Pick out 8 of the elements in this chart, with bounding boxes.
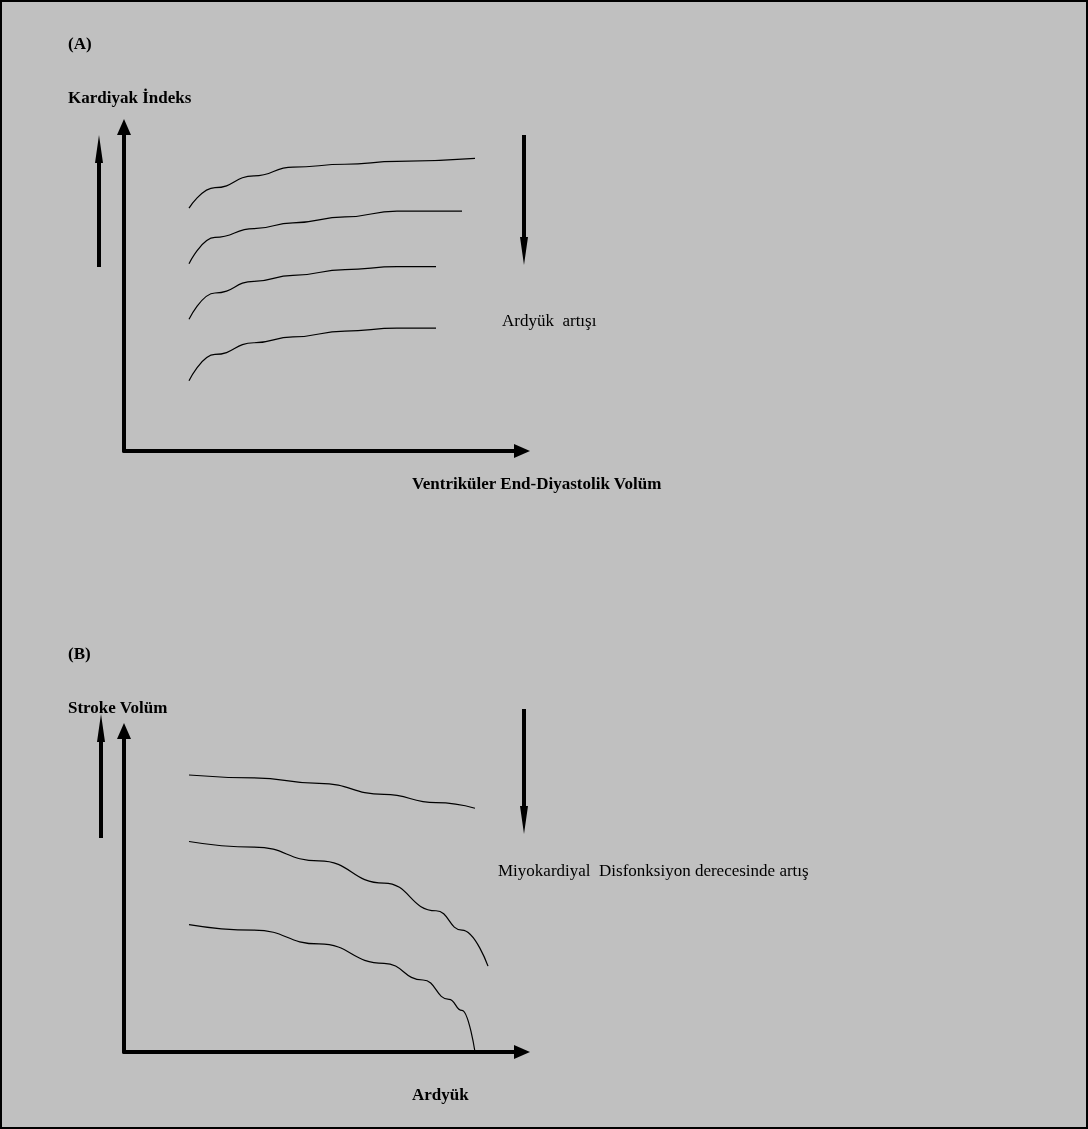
y-axis-title: Stroke Volüm <box>68 698 168 717</box>
annotation: Miyokardiyal Disfonksiyon derecesinde artış <box>498 861 809 880</box>
x-axis-title: Ventriküler End-Diyastolik Volüm <box>412 474 662 493</box>
chart-title: (B) <box>68 644 91 663</box>
x-axis-title: Ardyük <box>412 1085 470 1104</box>
y-axis-title: Kardiyak İndeks <box>68 88 192 107</box>
chart-title: (A) <box>68 34 92 53</box>
annotation: Ardyük artışı <box>502 311 597 330</box>
